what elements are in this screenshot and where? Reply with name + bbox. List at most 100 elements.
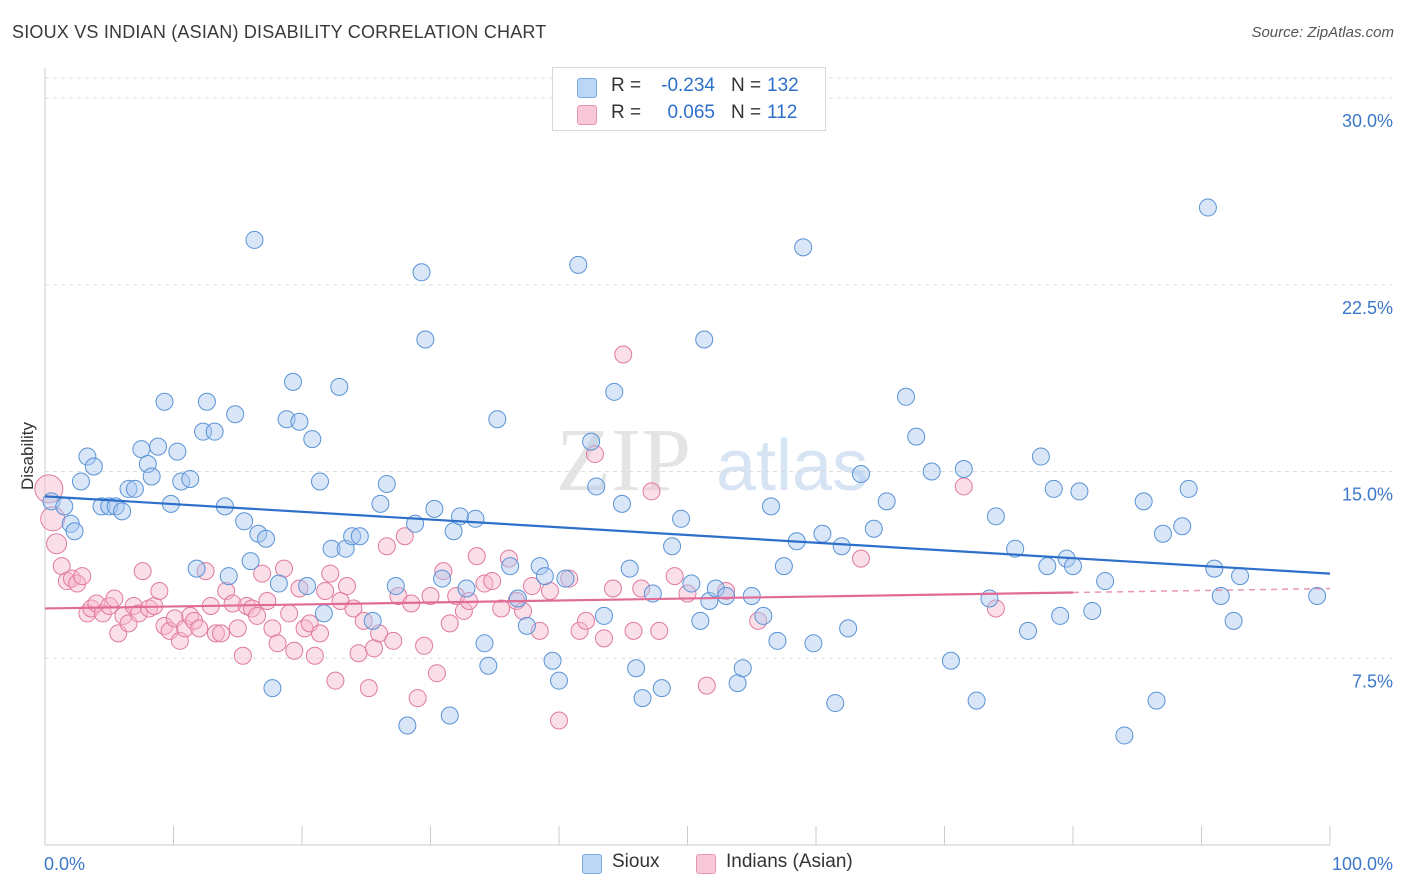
sioux-point xyxy=(620,559,639,578)
n-label: N = xyxy=(731,75,762,96)
sioux-point xyxy=(556,569,575,588)
sioux-point xyxy=(1147,691,1166,710)
indian-point xyxy=(377,537,396,556)
sioux-point xyxy=(922,462,941,481)
sioux-point xyxy=(226,405,245,424)
bottom-legend: Sioux Indians (Asian) xyxy=(0,851,1406,879)
indian-point xyxy=(427,664,446,683)
indian-point xyxy=(253,564,272,583)
sioux-point xyxy=(986,507,1005,526)
sioux-point xyxy=(1019,621,1038,640)
sioux-point xyxy=(587,477,606,496)
sioux-point xyxy=(377,474,396,493)
sioux-point xyxy=(543,651,562,670)
indian-point xyxy=(133,562,152,581)
sioux-point xyxy=(804,634,823,653)
indian-point xyxy=(408,689,427,708)
sioux-point xyxy=(508,589,527,608)
sioux-point xyxy=(371,494,390,513)
sioux-point xyxy=(1134,492,1153,511)
indian-point xyxy=(316,582,335,601)
sioux-point xyxy=(71,472,90,491)
sioux-point xyxy=(219,567,238,586)
sioux-point xyxy=(113,502,132,521)
sioux-point xyxy=(416,330,435,349)
sioux-point xyxy=(643,584,662,603)
indian-point xyxy=(263,619,282,638)
sioux-point xyxy=(691,611,710,630)
tick-labels: 7.5% 15.0% 22.5% 30.0% 0.0% 100.0% xyxy=(44,111,1393,874)
sioux-point xyxy=(433,569,452,588)
sioux-point xyxy=(257,529,276,548)
legend-row-sioux: R = -0.234 N = 132 xyxy=(553,73,825,101)
sioux-point xyxy=(695,330,714,349)
sioux-point xyxy=(1096,572,1115,591)
sioux-point xyxy=(386,577,405,596)
sioux-point xyxy=(466,509,485,528)
sioux-point xyxy=(363,611,382,630)
sioux-point xyxy=(322,539,341,558)
sioux-point xyxy=(728,674,747,693)
sioux-point xyxy=(896,387,915,406)
sioux-point xyxy=(864,519,883,538)
sioux-point xyxy=(1231,567,1250,586)
indian-point xyxy=(749,611,768,630)
sioux-point xyxy=(839,619,858,638)
sioux-point xyxy=(197,392,216,411)
sioux-point xyxy=(125,479,144,498)
n-value: 132 xyxy=(767,75,799,96)
indian-point xyxy=(258,591,277,610)
sioux-point xyxy=(168,442,187,461)
watermark-atlas: atlas xyxy=(716,426,868,506)
indian-point xyxy=(650,621,669,640)
sioux-point xyxy=(1153,524,1172,543)
indian-point xyxy=(62,569,81,588)
sioux-point xyxy=(314,604,333,623)
sioux-point xyxy=(762,497,781,516)
chart-title: SIOUX VS INDIAN (ASIAN) DISABILITY CORRE… xyxy=(12,22,547,42)
sioux-point xyxy=(550,671,568,690)
sioux-point xyxy=(733,659,752,678)
indian-point xyxy=(384,631,403,650)
sioux-trend-line xyxy=(44,495,1331,575)
sioux-point xyxy=(92,497,111,516)
indian-point xyxy=(46,533,68,555)
sioux-point xyxy=(754,606,773,625)
sioux-point xyxy=(310,472,329,491)
sioux-point xyxy=(569,255,588,274)
sioux-point xyxy=(298,577,317,596)
indian-point xyxy=(129,604,148,623)
sioux-point xyxy=(119,479,138,498)
sioux-point xyxy=(530,557,549,576)
sioux-point xyxy=(605,382,624,401)
sioux-point xyxy=(425,499,444,518)
indian-point xyxy=(321,564,340,583)
sioux-point xyxy=(1051,606,1070,625)
sioux-point xyxy=(517,616,536,635)
sioux-point xyxy=(235,512,254,531)
indian-point xyxy=(434,562,453,581)
indian-point xyxy=(206,624,225,643)
sioux-points xyxy=(42,198,1327,745)
sioux-point xyxy=(1031,447,1050,466)
indian-point xyxy=(614,345,633,364)
bottom-legend-label: Indians (Asian) xyxy=(726,851,853,872)
sioux-point xyxy=(245,230,264,249)
indian-point xyxy=(305,646,324,665)
indian-point xyxy=(523,577,542,596)
sioux-point xyxy=(627,659,646,678)
indian-point xyxy=(541,582,560,601)
sioux-swatch xyxy=(577,78,597,98)
indian-point xyxy=(359,679,378,698)
indian-point xyxy=(603,579,622,598)
sioux-point xyxy=(479,656,498,675)
sioux-point xyxy=(1205,559,1224,578)
watermark-zip: ZIP xyxy=(556,411,691,510)
sioux-point xyxy=(768,631,787,650)
legend-row-indian: R = 0.065 N = 112 xyxy=(553,100,825,128)
sioux-point xyxy=(241,552,260,571)
sioux-point xyxy=(1173,517,1192,536)
axes xyxy=(44,68,1331,846)
sioux-point xyxy=(149,437,168,456)
sioux-point xyxy=(954,460,973,479)
